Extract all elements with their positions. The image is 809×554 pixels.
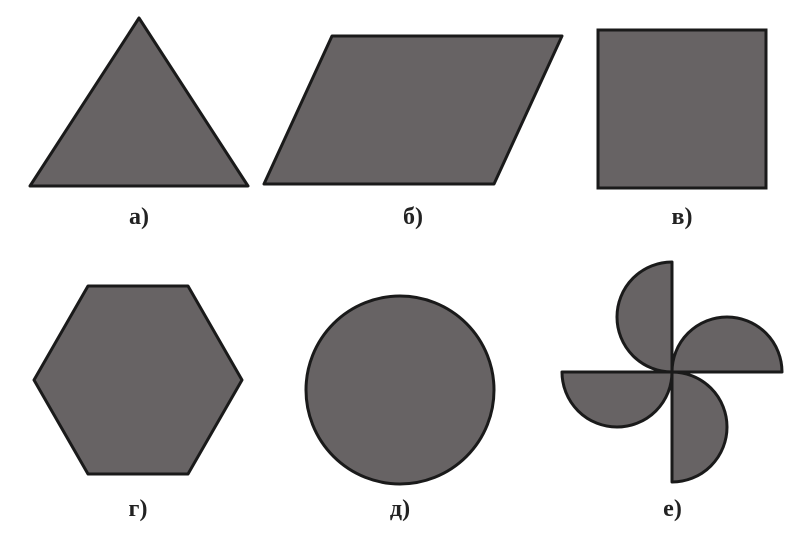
- shape-d-circle: [300, 290, 500, 490]
- shape-b-parallelogram: [258, 30, 568, 190]
- shape-a-triangle: [24, 12, 254, 192]
- hexagon-svg: [28, 280, 248, 480]
- square-svg: [592, 24, 772, 194]
- label-b: б): [258, 204, 568, 231]
- shape-v-square: [592, 24, 772, 194]
- figure-container: а) б) в) г) д) е): [0, 0, 809, 554]
- triangle-svg: [24, 12, 254, 192]
- circle-svg: [300, 290, 500, 490]
- parallelogram-svg: [258, 30, 568, 190]
- label-a: а): [24, 204, 254, 231]
- label-e: е): [560, 496, 785, 523]
- pinwheel-svg: [560, 260, 785, 485]
- label-d: д): [300, 496, 500, 523]
- label-v: в): [592, 204, 772, 231]
- shape-e-pinwheel: [560, 260, 785, 485]
- shape-g-hexagon: [28, 280, 248, 480]
- label-g: г): [28, 496, 248, 523]
